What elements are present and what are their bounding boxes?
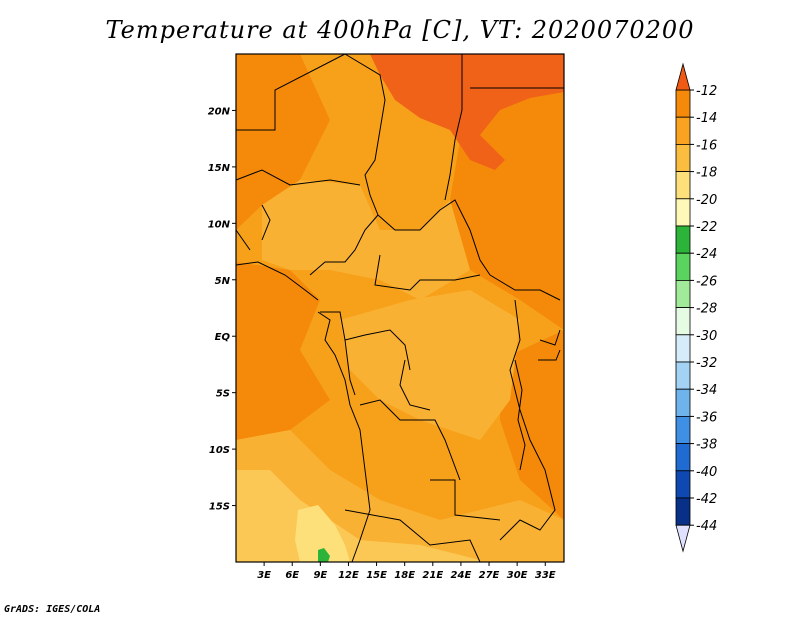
warm-region [440, 54, 564, 520]
colorbar-segment [675, 171, 691, 200]
country-border [261, 204, 271, 241]
colorbar-label: -12 [696, 84, 717, 99]
lon-tick-label: 15E [366, 570, 387, 581]
colorbar-label: -24 [696, 247, 717, 262]
colorbar-segment [675, 334, 691, 363]
colorbar-label: -18 [696, 166, 717, 181]
chart-title: Temperature at 400hPa [C], VT: 202007020… [105, 16, 695, 44]
colorbar-segment [675, 252, 691, 281]
colorbar-segment [675, 443, 691, 472]
country-border [317, 311, 371, 563]
lon-tick-label: 24E [451, 570, 472, 581]
colorbar-label: -36 [696, 410, 717, 425]
cold-spot [318, 548, 330, 562]
warm-region [236, 54, 330, 440]
lon-tick-label: 3E [257, 570, 271, 581]
colorbar: -12 -14 -16 -18 -20 -22 -24 -26 -28 -30 -32 -34 -36 -… [675, 62, 717, 553]
country-border [377, 199, 491, 276]
country-border [359, 399, 461, 481]
credit-text: GrADS: IGES/COLA [4, 604, 101, 615]
colorbar-label: -22 [696, 220, 717, 235]
colorbar-label: -28 [696, 302, 717, 317]
lat-tick-label: 10N [208, 219, 231, 230]
country-border [538, 349, 561, 361]
lon-tick-label: 21E [422, 570, 443, 581]
colorbar-label: -32 [696, 356, 717, 371]
country-border [344, 53, 386, 216]
lon-tick-label: 27E [479, 570, 500, 581]
colorbar-label: -16 [696, 138, 717, 153]
country-border [235, 169, 361, 186]
lon-tick-label: 33E [535, 570, 556, 581]
lat-tick-label: 15S [209, 502, 230, 513]
colorbar-segment [675, 143, 691, 172]
colorbar-label: -20 [696, 193, 717, 208]
lat-tick-label: 15N [208, 163, 231, 174]
colorbar-label: -38 [696, 438, 717, 453]
colorbar-bottom-arrow [675, 524, 691, 553]
country-border [539, 329, 561, 346]
colorbar-label: -42 [696, 492, 717, 507]
colorbar-segment [675, 225, 691, 254]
country-border [344, 509, 481, 563]
country-border [235, 261, 319, 301]
colorbar-segment [675, 89, 691, 118]
country-border [235, 229, 251, 251]
colorbar-segment [675, 388, 691, 417]
cool-region [262, 180, 470, 300]
colorbar-label: -34 [696, 383, 717, 398]
country-border [514, 359, 526, 471]
country-border [236, 53, 346, 131]
country-border [309, 214, 379, 276]
colorbar-top-arrow [675, 62, 691, 91]
colorbar-label: -40 [696, 465, 717, 480]
colorbar-label: -44 [696, 519, 717, 534]
lon-tick-label: 18E [394, 570, 415, 581]
longitude-axis: 3E 6E 9E 12E 15E 18E 21E 24E 27E 30E 33E [257, 562, 556, 581]
colorbar-segment [675, 279, 691, 308]
lon-tick-label: 9E [313, 570, 327, 581]
lat-tick-label: 5N [215, 276, 231, 287]
lat-tick-label: 20N [208, 106, 231, 117]
colorbar-segment [675, 361, 691, 390]
country-border [344, 339, 356, 396]
country-border [430, 479, 501, 521]
latitude-axis: 20N 15N 10N 5N EQ 5S 10S 15S [208, 106, 236, 513]
map-panel [235, 53, 565, 563]
colorbar-segment [675, 415, 691, 444]
country-border [489, 274, 561, 301]
lighter-region [295, 505, 350, 562]
lat-tick-label: 5S [216, 389, 230, 400]
lon-tick-label: 30E [507, 570, 528, 581]
cool-region [340, 290, 520, 440]
colorbar-label: -30 [696, 329, 717, 344]
country-border [320, 311, 411, 371]
colorbar-label: -26 [696, 274, 717, 289]
lon-tick-label: 12E [338, 570, 359, 581]
lon-tick-label: 6E [285, 570, 299, 581]
colorbar-segment [675, 497, 691, 526]
colorbar-segment [675, 307, 691, 336]
country-border [399, 359, 431, 411]
colorbar-segment [675, 470, 691, 499]
lat-tick-label: 10S [209, 445, 230, 456]
country-border [444, 54, 463, 201]
colorbar-segment [675, 116, 691, 145]
lat-tick-label: EQ [215, 332, 231, 343]
country-borders [235, 53, 564, 563]
colorbar-label: -14 [696, 111, 717, 126]
map-frame [235, 53, 565, 563]
country-border [499, 299, 556, 541]
country-border [374, 254, 481, 291]
hot-region [370, 54, 564, 170]
colorbar-segment [675, 198, 691, 227]
